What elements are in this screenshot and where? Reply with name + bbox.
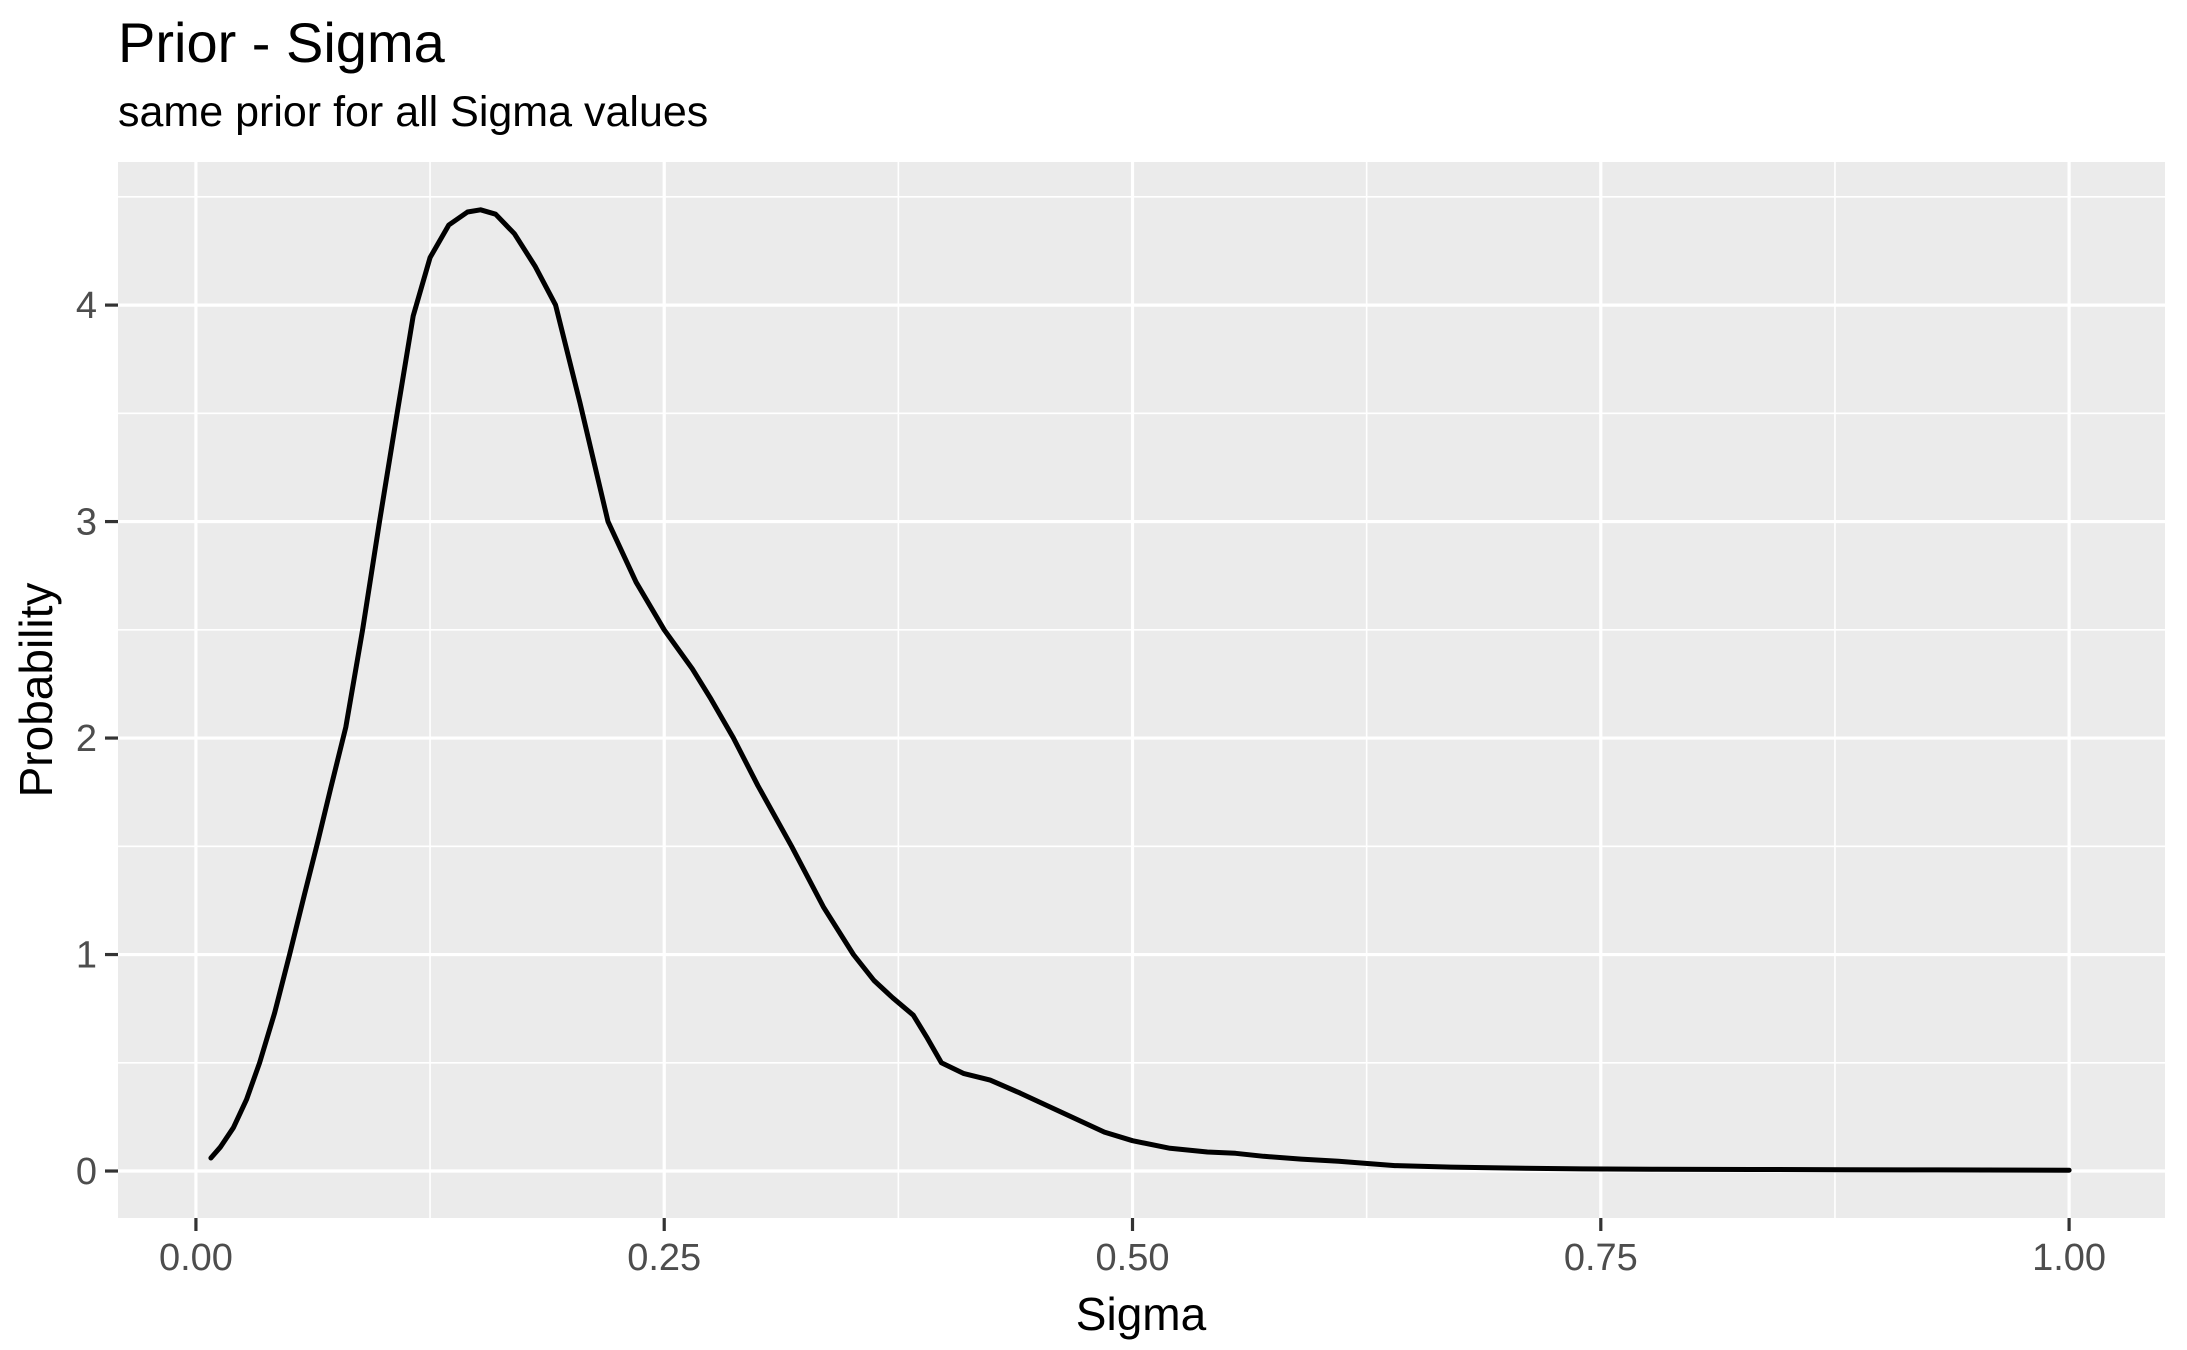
x-tick-label: 0.00 <box>159 1237 233 1279</box>
panel-background <box>118 162 2165 1218</box>
x-tick-label: 0.75 <box>1564 1237 1638 1279</box>
y-tick-label: 0 <box>76 1151 97 1193</box>
plot-title: Prior - Sigma <box>118 11 446 74</box>
x-axis-tick-labels: 0.00 0.25 0.50 0.75 1.00 <box>159 1237 2106 1279</box>
x-axis-tick-marks <box>194 1218 2071 1231</box>
x-tick-label: 0.25 <box>627 1237 701 1279</box>
y-tick-label: 1 <box>76 935 97 977</box>
density-curve <box>208 207 2072 1173</box>
y-axis-title: Probability <box>10 583 62 798</box>
minor-gridlines <box>118 162 2165 1218</box>
y-tick-label: 4 <box>76 285 97 327</box>
major-gridlines <box>118 162 2165 1218</box>
x-axis-title: Sigma <box>1076 1288 1207 1340</box>
y-tick-label: 2 <box>76 718 97 760</box>
y-axis-tick-labels: 0 1 2 3 4 <box>76 285 97 1193</box>
plot-subtitle: same prior for all Sigma values <box>118 88 708 136</box>
x-tick-label: 0.50 <box>1096 1237 1170 1279</box>
y-tick-label: 3 <box>76 502 97 544</box>
x-tick-label: 1.00 <box>2032 1237 2106 1279</box>
y-axis-tick-marks <box>105 303 118 1173</box>
